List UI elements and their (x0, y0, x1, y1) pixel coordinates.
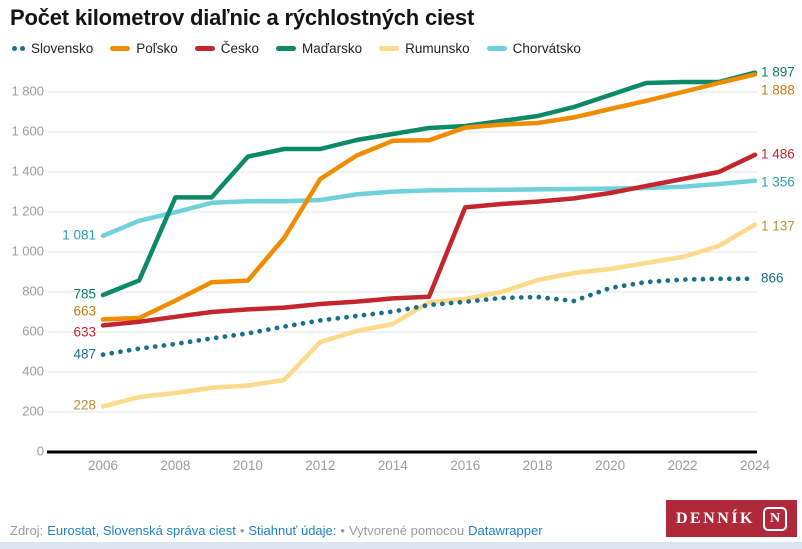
x-tick-label: 2012 (305, 458, 335, 473)
page-title: Počet kilometrov diaľnic a rýchlostných … (10, 5, 475, 30)
legend-label: Chorvátsko (512, 41, 581, 56)
y-tick-label: 600 (22, 323, 44, 338)
x-tick-label: 2020 (595, 458, 625, 473)
y-tick-label: 1 600 (11, 123, 44, 138)
separator: • (340, 523, 345, 538)
x-tick-label: 2016 (450, 458, 480, 473)
legend-line-swatch-icon (276, 46, 297, 51)
datawrapper-link[interactable]: Datawrapper (468, 523, 543, 538)
y-tick-label: 200 (22, 403, 44, 418)
download-data-link[interactable]: Stiahnuť údaje: (248, 523, 337, 538)
legend-item-madarsko: Maďarsko (276, 41, 362, 56)
bottom-edge-strip (0, 542, 802, 549)
dennik-n-mark-icon: N (763, 506, 787, 531)
legend-item-polsko: Poľsko (110, 41, 178, 56)
x-tick-label: 2014 (378, 458, 409, 473)
legend-label: Česko (220, 41, 260, 56)
end-value-label-chorvatsko: 1 356 (761, 175, 795, 190)
legend-item-slovensko: Slovensko (12, 41, 93, 56)
x-tick-label: 2006 (88, 458, 118, 473)
dennik-n-wordmark: DENNÍK (675, 509, 755, 527)
y-tick-label: 400 (22, 363, 44, 378)
start-value-label-polsko: 663 (73, 304, 96, 319)
legend-line-swatch-icon (486, 46, 507, 51)
line-chart: 0 200 400 600 800 1 000 1 200 1 400 1 600 1 800 20… (11, 65, 795, 473)
end-value-label-madarsko: 1 897 (761, 65, 795, 80)
start-value-label-cesko: 633 (73, 325, 96, 340)
start-value-label-madarsko: 785 (73, 287, 96, 302)
end-value-label-polsko: 1 888 (761, 83, 795, 98)
start-value-label-rumunsko: 228 (73, 398, 96, 413)
y-tick-label: 800 (22, 283, 44, 298)
end-value-label-slovensko: 866 (761, 271, 784, 286)
source-label: Zdroj: (10, 523, 44, 538)
y-tick-label: 0 (37, 443, 44, 458)
legend-line-swatch-icon (110, 46, 131, 51)
x-tick-label: 2022 (668, 458, 698, 473)
x-tick-label: 2008 (160, 458, 190, 473)
end-value-label-cesko: 1 486 (761, 147, 795, 162)
created-with-label: Vytvorené pomocou (348, 523, 465, 538)
y-tick-label: 1 000 (11, 243, 44, 258)
legend-dotted-swatch-icon (12, 46, 25, 51)
series-line-madarsko[interactable] (100, 70, 758, 298)
y-tick-label: 1 400 (11, 163, 44, 178)
end-value-label-rumunsko: 1 137 (761, 219, 795, 234)
legend-item-cesko: Česko (194, 41, 260, 56)
series-line-chorvatsko[interactable] (100, 178, 758, 239)
start-value-label-slovensko: 487 (73, 347, 96, 362)
dennik-n-logo[interactable]: DENNÍK N (665, 500, 797, 537)
x-tick-label: 2018 (523, 458, 553, 473)
x-tick-label: 2024 (740, 458, 771, 473)
legend-label: Slovensko (31, 41, 94, 56)
y-tick-label: 1 200 (11, 203, 44, 218)
start-value-label-chorvatsko: 1 081 (62, 228, 96, 243)
legend: Slovensko Poľsko Česko Maďarsko Rumunsko Chor… (12, 41, 581, 56)
legend-item-rumunsko: Rumunsko (379, 41, 470, 56)
legend-item-chorvatsko: Chorvátsko (486, 41, 581, 56)
legend-label: Rumunsko (405, 41, 470, 56)
legend-line-swatch-icon (379, 46, 400, 51)
source-line: Zdroj: Eurostat, Slovenská správa ciest • S… (10, 523, 547, 538)
source-link[interactable]: Eurostat, Slovenská správa ciest (47, 523, 236, 538)
legend-label: Maďarsko (302, 41, 363, 56)
series-line-polsko[interactable] (100, 72, 758, 322)
y-tick-label: 1 800 (11, 83, 44, 98)
series-line-cesko[interactable] (100, 152, 758, 328)
legend-line-swatch-icon (194, 46, 215, 51)
series-line-rumunsko[interactable] (100, 222, 758, 409)
x-tick-label: 2010 (233, 458, 263, 473)
legend-label: Poľsko (136, 41, 178, 56)
separator: • (239, 523, 245, 538)
